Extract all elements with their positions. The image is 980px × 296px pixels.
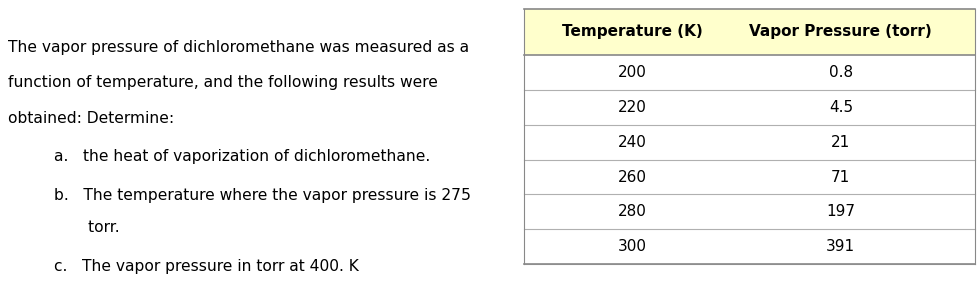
Text: 240: 240 xyxy=(617,135,647,149)
Text: 391: 391 xyxy=(826,239,856,254)
Text: 260: 260 xyxy=(617,170,647,184)
Text: 300: 300 xyxy=(617,239,647,254)
Text: torr.: torr. xyxy=(54,221,120,235)
Text: 220: 220 xyxy=(617,100,647,115)
Text: 0.8: 0.8 xyxy=(829,65,853,80)
Text: c.   The vapor pressure in torr at 400. K: c. The vapor pressure in torr at 400. K xyxy=(54,259,359,274)
Bar xyxy=(524,229,975,264)
Text: a.   the heat of vaporization of dichloromethane.: a. the heat of vaporization of dichlorom… xyxy=(54,149,430,164)
Bar xyxy=(524,194,975,229)
Bar xyxy=(524,55,975,90)
Text: 280: 280 xyxy=(617,205,647,219)
Text: obtained: Determine:: obtained: Determine: xyxy=(8,111,174,126)
Text: function of temperature, and the following results were: function of temperature, and the followi… xyxy=(8,75,438,90)
Text: Temperature (K): Temperature (K) xyxy=(562,24,703,39)
Bar xyxy=(524,90,975,125)
Text: 71: 71 xyxy=(831,170,851,184)
Text: 200: 200 xyxy=(617,65,647,80)
Text: The vapor pressure of dichloromethane was measured as a: The vapor pressure of dichloromethane wa… xyxy=(8,40,469,55)
Text: 197: 197 xyxy=(826,205,856,219)
Text: b.   The temperature where the vapor pressure is 275: b. The temperature where the vapor press… xyxy=(54,188,471,203)
Bar xyxy=(524,125,975,160)
Text: Vapor Pressure (torr): Vapor Pressure (torr) xyxy=(750,24,932,39)
Bar xyxy=(524,160,975,194)
Bar xyxy=(524,9,975,55)
Text: 21: 21 xyxy=(831,135,851,149)
Text: 4.5: 4.5 xyxy=(829,100,853,115)
